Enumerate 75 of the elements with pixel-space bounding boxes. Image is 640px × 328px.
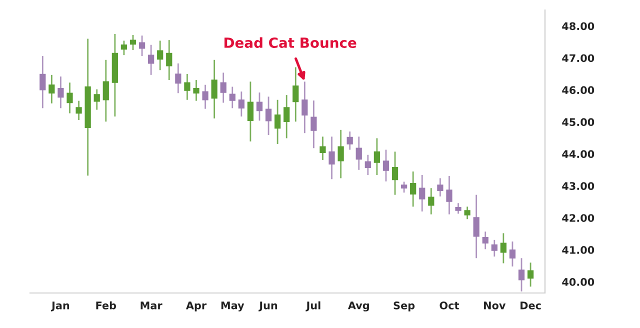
candlestick [202,84,208,110]
candlestick [229,86,236,109]
x-tick-label: Jan [50,302,70,312]
candlestick [220,72,226,104]
candlestick [419,174,426,212]
y-tick-label: 47.00 [562,54,594,62]
candlestick [302,80,308,134]
candlestick [265,96,272,136]
candlestick [428,187,434,216]
x-tick-label: Jul [306,301,320,312]
candlestick [48,74,55,104]
candlestick [102,59,109,122]
y-tick-label: 43.00 [562,182,594,190]
candlestick [455,202,462,214]
candlestick [292,66,299,122]
candlestick [58,76,64,109]
candlestick [356,136,362,171]
x-tick-label: Jun [258,302,278,312]
candlestick [274,99,281,145]
x-tick-label: Avg [348,302,369,312]
x-tick-label: Dec [520,302,541,310]
candlestick [184,73,190,101]
candlestick [138,34,146,57]
candlestick [491,239,498,258]
candlestick [310,100,317,149]
candlestick [148,44,154,76]
candlestick [328,136,335,180]
candlestick [500,232,506,264]
candlestick [527,262,534,288]
candlestick [473,194,480,259]
y-tick-label: 48.00 [562,22,594,30]
y-tick-label: 45.00 [562,118,594,126]
candlestick [364,154,371,176]
candlestick [238,90,244,118]
annotation: Dead Cat Bounce [224,37,356,48]
y-tick-label: 40.00 [562,278,594,286]
candlestick [211,59,218,120]
y-tick-label: 44.00 [562,150,594,158]
candlestick [346,130,353,150]
y-tick-label: 41.00 [562,246,594,254]
candlestick [193,79,200,102]
candlestick [410,170,416,208]
candlestick [247,80,254,142]
y-tick-label: 42.00 [562,214,594,222]
x-tick-label: May [221,302,244,312]
candlestick [40,55,46,109]
candlestick [518,257,525,292]
candlestick [320,136,326,161]
candlestick [130,34,136,51]
candlestick [482,230,488,250]
candlestick [446,175,452,216]
candlestick [66,82,73,114]
candlestick [338,129,344,179]
candlestick [256,92,263,122]
candlestick [166,39,172,81]
x-tick-label: Nov [484,302,506,310]
candlestick [76,100,82,121]
y-tick-label: 46.00 [562,86,594,94]
candlestick [284,94,290,139]
candlestick [175,62,182,94]
candlestick [157,40,164,71]
x-tick-label: Apr [186,302,207,312]
candlestick [464,206,470,220]
x-tick-label: Oct [440,302,459,310]
candlestick [120,40,128,56]
candlestick [94,88,100,110]
x-tick-label: Sep [394,302,415,312]
x-tick-label: Feb [96,301,116,310]
candlestick [374,138,380,176]
candlestick [392,150,398,196]
candlestick [437,178,444,198]
candlestick [509,240,516,268]
x-tick-label: Mar [140,302,162,310]
candlestick [382,149,390,182]
candlestick [400,181,408,194]
